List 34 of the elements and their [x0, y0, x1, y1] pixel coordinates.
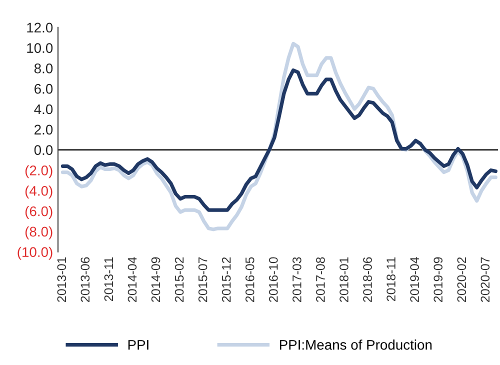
y-tick-label: 10.0	[27, 43, 53, 53]
y-tick-label: 2.0	[34, 124, 53, 135]
x-tick-label: 2013-06	[80, 257, 90, 302]
y-tick-label: 4.0	[34, 104, 53, 114]
y-tick-label: 0.0	[34, 145, 53, 155]
legend-label: PPI	[128, 340, 148, 350]
y-tick-label: (4.0)	[25, 186, 52, 199]
y-tick-label: 8.0	[34, 64, 53, 74]
y-tick-label: (8.0)	[25, 226, 52, 240]
x-tick-label: 2013-11	[104, 257, 114, 302]
legend-label: PPI:Means of Production	[280, 340, 432, 350]
x-tick-label: 2018-06	[363, 257, 372, 302]
y-tick-label: (2.0)	[25, 165, 52, 178]
x-tick-label: 2015-07	[198, 257, 208, 302]
y-tick-label: 6.0	[34, 84, 53, 94]
y-tick-label: (6.0)	[25, 206, 52, 219]
x-tick-label: 2020-02	[457, 257, 466, 302]
line-series	[60, 68, 498, 212]
x-tick-label: 2015-12	[222, 257, 231, 302]
x-tick-label: 2017-03	[292, 257, 302, 302]
x-tick-label: 2014-04	[128, 257, 137, 302]
x-tick-label: 2015-02	[174, 257, 184, 302]
x-tick-label: 2019-09	[434, 257, 443, 302]
y-tick-label: 12.0	[27, 22, 53, 33]
x-tick-label: 2018-01	[340, 257, 348, 302]
x-tick-label: 2019-04	[410, 257, 420, 302]
x-tick-label: 2017-08	[316, 257, 325, 302]
x-tick-label: 2013-01	[57, 257, 66, 302]
x-tick-label: 2020-07	[480, 257, 490, 302]
x-tick-label: 2016-10	[268, 257, 278, 302]
x-tick-label: 2016-05	[245, 257, 254, 302]
x-tick-label: 2014-09	[151, 257, 160, 302]
x-tick-label: 2018-11	[386, 257, 396, 302]
y-tick-label: (10.0)	[18, 246, 52, 260]
